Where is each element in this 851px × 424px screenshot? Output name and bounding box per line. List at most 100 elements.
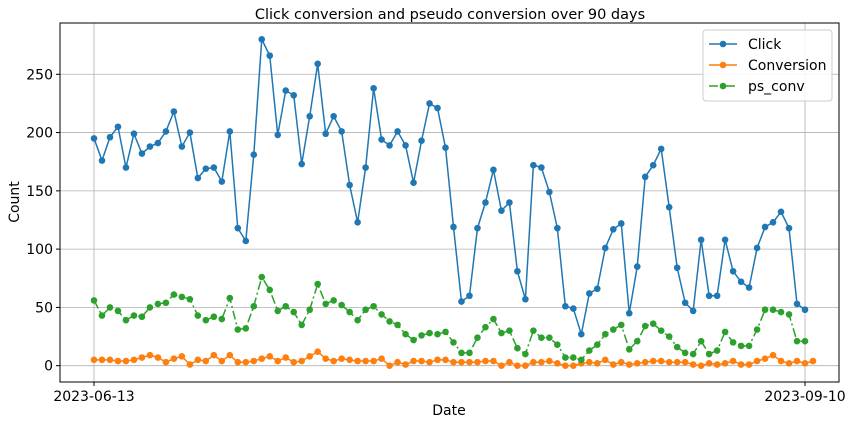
data-point [218, 178, 226, 185]
data-point [769, 351, 777, 359]
data-point [426, 100, 433, 107]
data-point [482, 323, 489, 331]
data-point [785, 224, 793, 232]
data-point [418, 137, 425, 145]
data-point [442, 356, 449, 364]
data-point [777, 357, 785, 365]
data-point [562, 302, 569, 310]
data-point [442, 328, 449, 336]
data-point [506, 199, 513, 206]
data-point [402, 142, 409, 149]
data-point [306, 112, 314, 120]
data-point [90, 135, 98, 142]
x-tick-label: 2023-09-10 [764, 389, 845, 405]
data-point [442, 144, 449, 152]
data-point [809, 357, 817, 365]
data-point [242, 358, 250, 366]
data-point [546, 188, 553, 196]
data-point [354, 219, 361, 226]
data-point [729, 267, 737, 275]
data-point [402, 361, 409, 368]
data-point [474, 224, 481, 232]
data-point [138, 313, 146, 321]
legend-item: ps_conv [709, 79, 805, 95]
data-point [466, 349, 473, 357]
legend-label: Click [748, 37, 782, 53]
legend-item: Click [709, 37, 782, 53]
data-point [322, 130, 329, 138]
data-point [98, 312, 106, 319]
data-point [346, 308, 353, 316]
data-point [290, 91, 298, 99]
data-point [522, 362, 529, 369]
y-tick-label: 100 [26, 242, 53, 258]
legend-label: Conversion [748, 58, 827, 74]
data-point [178, 293, 186, 301]
data-point [362, 164, 369, 171]
data-point [386, 318, 393, 325]
data-point [298, 160, 306, 168]
data-point [138, 150, 146, 157]
data-point [426, 358, 433, 366]
data-point [362, 357, 369, 365]
data-point [665, 333, 673, 340]
data-point [586, 358, 593, 366]
data-point [601, 330, 609, 338]
data-point [745, 361, 753, 368]
data-point [633, 337, 641, 345]
data-point [793, 337, 801, 345]
data-point [434, 104, 441, 112]
data-point [681, 349, 689, 357]
data-point [554, 341, 561, 349]
data-point [314, 60, 321, 68]
data-point [657, 327, 665, 335]
data-point [785, 311, 793, 318]
data-point [697, 236, 705, 244]
data-point [753, 326, 761, 333]
data-point [737, 342, 745, 350]
data-point [250, 302, 258, 310]
data-point [737, 361, 745, 368]
data-point [570, 362, 577, 369]
data-point [370, 302, 377, 310]
x-axis-ticks: 2023-06-13 2023-09-10 [53, 382, 846, 405]
y-tick-label: 250 [26, 67, 53, 83]
data-point [498, 329, 505, 337]
data-point [354, 316, 361, 324]
data-point [226, 294, 234, 302]
data-point [242, 237, 250, 245]
data-point [673, 358, 681, 366]
data-point [777, 308, 785, 316]
data-point [90, 297, 98, 304]
y-tick-label: 150 [26, 184, 53, 200]
data-point [514, 267, 521, 275]
data-point [450, 223, 457, 231]
data-point [617, 321, 625, 329]
data-point [434, 330, 441, 338]
data-point [394, 128, 401, 135]
data-point [90, 356, 98, 364]
data-point [777, 208, 785, 216]
data-point [386, 142, 393, 149]
data-point [506, 358, 513, 366]
data-point [186, 361, 194, 368]
data-point [458, 358, 465, 366]
data-point [570, 354, 577, 361]
data-point [354, 357, 361, 365]
data-point [114, 357, 122, 365]
data-point [609, 226, 617, 233]
data-point [130, 312, 138, 319]
data-point [234, 326, 242, 333]
data-point [314, 280, 321, 288]
legend-box [702, 29, 833, 102]
data-point [474, 358, 481, 366]
data-point [609, 326, 617, 333]
data-point [338, 301, 345, 309]
plot-area-frame [59, 22, 840, 383]
data-point [410, 179, 417, 186]
data-point [250, 151, 258, 159]
data-point [282, 354, 290, 361]
data-point [290, 308, 298, 316]
data-point [570, 305, 577, 312]
data-point [330, 112, 337, 120]
